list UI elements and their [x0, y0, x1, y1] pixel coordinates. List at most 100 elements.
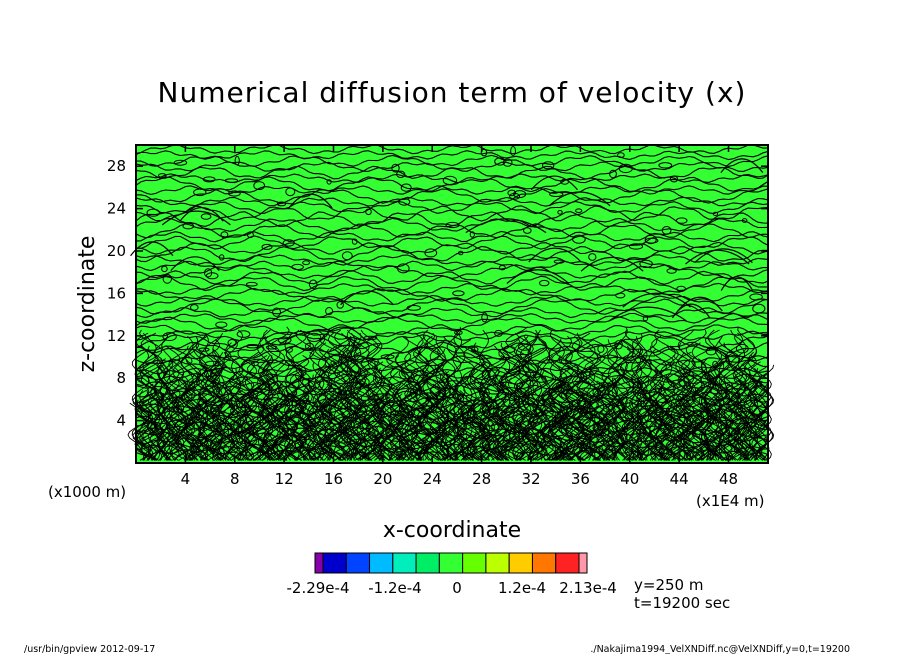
contour-line	[354, 358, 374, 461]
contour-line	[135, 230, 769, 243]
contour-cell	[265, 345, 278, 350]
contour-line	[148, 390, 161, 461]
contour-line	[135, 425, 769, 433]
colorbar-swatch	[314, 552, 324, 574]
contour-cell	[219, 254, 225, 261]
contour-line	[624, 329, 643, 461]
contour-line	[135, 345, 769, 362]
contour-cell	[454, 330, 463, 336]
contour-line	[685, 396, 705, 461]
colorbar	[314, 552, 588, 574]
contour-line	[135, 341, 769, 354]
contour-line	[135, 402, 769, 410]
contour-line	[706, 374, 728, 461]
colorbar-tick-label: 1.2e-4	[498, 579, 546, 597]
contour-line	[240, 351, 262, 461]
contour-line	[380, 393, 403, 461]
contour-cell	[190, 304, 199, 311]
contour-line	[279, 330, 361, 345]
contour-line	[135, 235, 769, 250]
contour-line	[664, 409, 686, 461]
x-axis-ticks: 4 8 12 16 20 24 28 32 36 40 44 48	[181, 145, 738, 488]
x-tick-label: 4	[181, 470, 191, 488]
x-tick-label: 36	[571, 470, 590, 488]
contour-cell	[234, 155, 240, 166]
contour-line	[355, 358, 380, 461]
contour-cell	[398, 198, 411, 206]
x-tick-label: 16	[324, 470, 343, 488]
contour-line	[367, 335, 383, 461]
contour-cell	[752, 303, 766, 314]
contour-line	[655, 399, 673, 461]
contour-cell	[575, 208, 583, 213]
contour-line	[135, 188, 769, 204]
contour-line	[492, 345, 507, 461]
contour-cell	[391, 163, 400, 173]
contour-line	[400, 361, 423, 461]
contour-line	[135, 306, 769, 319]
contour-cell	[193, 188, 207, 197]
contour-cell	[639, 259, 653, 268]
contour-line	[392, 383, 405, 461]
x-tick-label: 12	[275, 470, 294, 488]
contour-cell	[470, 346, 479, 353]
contour-cell	[326, 179, 332, 185]
contour-cell	[510, 146, 516, 156]
contour-cell	[341, 251, 353, 261]
colorbar-swatch	[392, 552, 417, 574]
contour-cell	[330, 360, 336, 366]
contour-cell	[617, 152, 625, 159]
contour-cell	[251, 360, 259, 367]
contour-line	[246, 355, 271, 461]
contour-cell	[614, 340, 623, 350]
contour-line	[522, 358, 539, 461]
contour-line	[469, 348, 485, 461]
contour-line	[135, 324, 769, 336]
colorbar-tick-label: 0	[452, 579, 462, 597]
contour-line	[559, 339, 573, 461]
contour-cell	[588, 253, 597, 261]
contour-line	[142, 403, 163, 461]
contour-line	[147, 361, 165, 461]
contour-line	[523, 335, 548, 461]
contour-line	[465, 218, 547, 234]
contour-cell	[182, 222, 195, 230]
contour-line	[524, 339, 548, 461]
contour-cell	[424, 248, 438, 258]
contour-cell	[597, 345, 605, 353]
contour-line	[374, 377, 396, 461]
contour-line	[135, 211, 769, 228]
contour-line	[670, 412, 689, 461]
contour-line	[307, 377, 318, 461]
contour-line	[580, 364, 604, 461]
contour-cell	[480, 148, 488, 157]
contour-line	[530, 175, 578, 191]
colorbar-swatch	[415, 552, 440, 574]
contour-line	[360, 329, 379, 461]
contour-line	[498, 364, 516, 461]
colorbar-swatch	[508, 552, 533, 574]
contour-cell	[658, 162, 673, 169]
contour-cell	[628, 243, 644, 250]
contour-line	[205, 348, 220, 461]
contour-line	[584, 339, 608, 461]
contour-line	[135, 298, 769, 315]
footer-left: /usr/bin/gpview 2012-09-17	[24, 644, 155, 654]
contour-cell	[158, 173, 167, 178]
contour-line	[135, 312, 769, 324]
contour-line	[435, 336, 446, 461]
contour-line	[244, 402, 255, 461]
colorbar-tick-label: -2.29e-4	[287, 579, 350, 597]
contour-line	[170, 256, 220, 271]
contour-line	[408, 367, 418, 461]
colorbar-swatch	[369, 552, 394, 574]
contour-cell	[735, 343, 749, 354]
contour-line	[532, 371, 545, 461]
contour-cell	[285, 187, 296, 197]
x-tick-label: 44	[670, 470, 689, 488]
contour-line	[622, 292, 691, 308]
colorbar-swatch	[555, 552, 580, 574]
contour-cell	[161, 265, 168, 273]
plot-area	[127, 144, 775, 464]
